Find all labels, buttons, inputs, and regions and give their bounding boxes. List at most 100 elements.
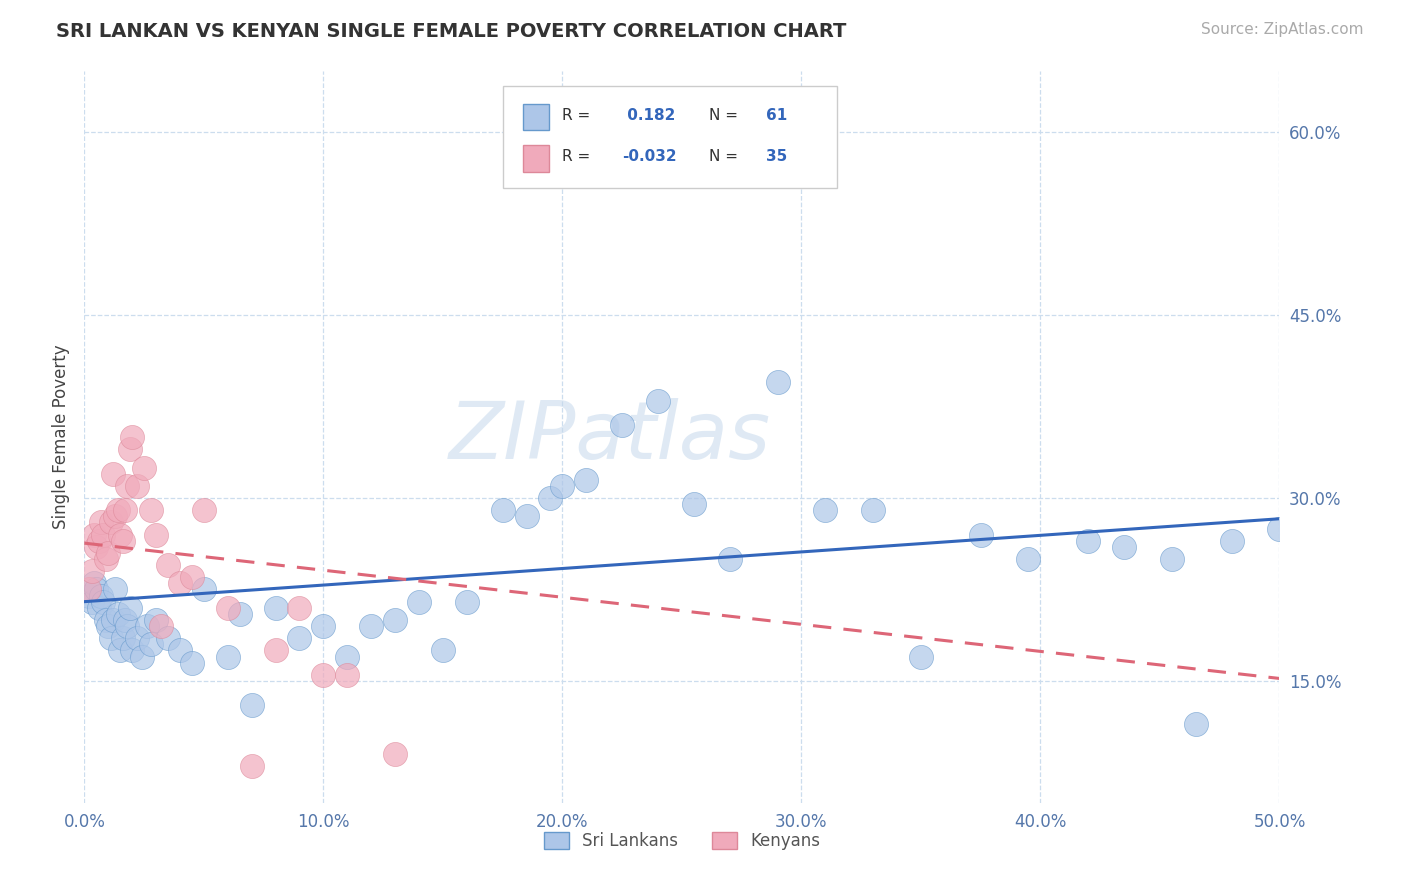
Text: -0.032: -0.032 bbox=[623, 150, 676, 164]
Point bbox=[114, 503, 136, 517]
Text: R =: R = bbox=[562, 150, 591, 164]
Point bbox=[110, 643, 132, 657]
Point bbox=[264, 643, 287, 657]
FancyBboxPatch shape bbox=[503, 86, 838, 188]
Text: N =: N = bbox=[710, 150, 738, 164]
Point bbox=[100, 632, 122, 646]
Point bbox=[121, 643, 143, 657]
Point bbox=[181, 656, 204, 670]
Point bbox=[264, 600, 287, 615]
Point bbox=[229, 607, 252, 621]
Point bbox=[1114, 540, 1136, 554]
Point bbox=[131, 649, 153, 664]
Point bbox=[288, 632, 311, 646]
Point bbox=[83, 527, 105, 541]
Point bbox=[1077, 533, 1099, 548]
Point bbox=[1220, 533, 1243, 548]
Legend: Sri Lankans, Kenyans: Sri Lankans, Kenyans bbox=[537, 825, 827, 856]
Point bbox=[193, 503, 215, 517]
Point bbox=[80, 594, 103, 608]
Point bbox=[193, 582, 215, 597]
Point bbox=[814, 503, 837, 517]
Point bbox=[77, 582, 100, 597]
Point bbox=[94, 613, 117, 627]
Point bbox=[117, 479, 139, 493]
Point bbox=[408, 594, 430, 608]
Point bbox=[217, 649, 239, 664]
Text: Source: ZipAtlas.com: Source: ZipAtlas.com bbox=[1201, 22, 1364, 37]
Point bbox=[384, 613, 406, 627]
Point bbox=[132, 460, 156, 475]
Point bbox=[135, 619, 157, 633]
Point bbox=[970, 527, 993, 541]
Point bbox=[93, 527, 115, 541]
Text: 0.182: 0.182 bbox=[623, 108, 675, 123]
Point bbox=[107, 607, 129, 621]
Point bbox=[141, 503, 163, 517]
Text: R =: R = bbox=[562, 108, 591, 123]
Text: SRI LANKAN VS KENYAN SINGLE FEMALE POVERTY CORRELATION CHART: SRI LANKAN VS KENYAN SINGLE FEMALE POVER… bbox=[56, 22, 846, 41]
Point bbox=[101, 613, 124, 627]
Point bbox=[145, 613, 167, 627]
Point bbox=[181, 570, 204, 584]
Point bbox=[718, 552, 741, 566]
Point bbox=[169, 643, 191, 657]
Point bbox=[90, 589, 112, 603]
Point bbox=[1185, 716, 1208, 731]
Point bbox=[288, 600, 311, 615]
Point bbox=[86, 540, 108, 554]
Point bbox=[94, 552, 117, 566]
Point bbox=[683, 497, 706, 511]
Point bbox=[93, 594, 115, 608]
Text: 35: 35 bbox=[766, 150, 787, 164]
Point bbox=[647, 393, 669, 408]
Point bbox=[149, 619, 172, 633]
Point bbox=[612, 417, 634, 432]
Point bbox=[83, 576, 105, 591]
Point bbox=[240, 698, 263, 713]
Point bbox=[240, 759, 263, 773]
Point bbox=[551, 479, 574, 493]
Point bbox=[107, 503, 129, 517]
Text: ZIPatlas: ZIPatlas bbox=[449, 398, 772, 476]
Point bbox=[312, 619, 335, 633]
Point bbox=[104, 509, 127, 524]
Point bbox=[87, 600, 110, 615]
Point bbox=[111, 533, 134, 548]
Point bbox=[117, 619, 139, 633]
Point bbox=[90, 516, 112, 530]
Point bbox=[87, 533, 110, 548]
Point bbox=[575, 473, 598, 487]
Point bbox=[540, 491, 562, 505]
Point bbox=[336, 649, 359, 664]
Y-axis label: Single Female Poverty: Single Female Poverty bbox=[52, 345, 70, 529]
Point bbox=[101, 467, 124, 481]
Point bbox=[97, 546, 120, 560]
Point bbox=[157, 558, 180, 573]
Point bbox=[118, 600, 141, 615]
Point bbox=[910, 649, 932, 664]
Point bbox=[80, 564, 103, 578]
Point bbox=[110, 527, 132, 541]
Point bbox=[157, 632, 180, 646]
Point bbox=[141, 637, 163, 651]
FancyBboxPatch shape bbox=[523, 145, 550, 171]
Point bbox=[125, 632, 148, 646]
Point bbox=[111, 632, 134, 646]
Point bbox=[766, 375, 789, 389]
Point bbox=[97, 619, 120, 633]
Point bbox=[312, 667, 335, 681]
Point bbox=[336, 667, 359, 681]
Point bbox=[456, 594, 478, 608]
Point bbox=[1161, 552, 1184, 566]
Point bbox=[384, 747, 406, 761]
Point bbox=[145, 527, 167, 541]
Point bbox=[516, 509, 538, 524]
Point bbox=[862, 503, 884, 517]
Point bbox=[360, 619, 382, 633]
Point bbox=[1018, 552, 1040, 566]
Point bbox=[1268, 521, 1291, 535]
Point bbox=[77, 589, 100, 603]
Text: N =: N = bbox=[710, 108, 738, 123]
FancyBboxPatch shape bbox=[523, 103, 550, 130]
